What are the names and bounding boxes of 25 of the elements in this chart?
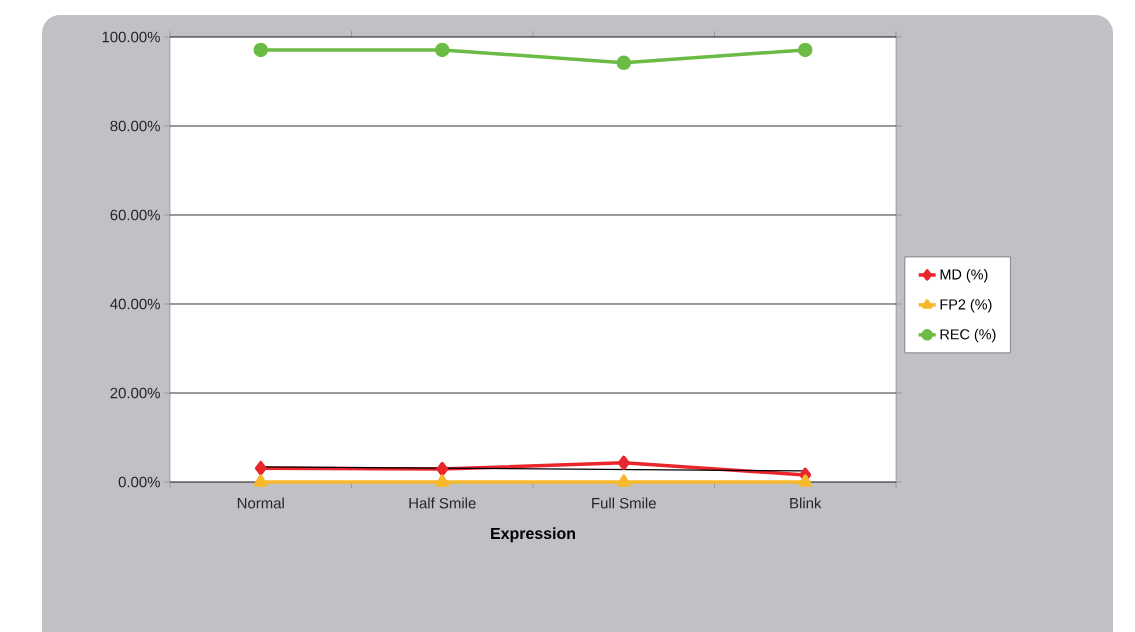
point xyxy=(616,474,631,487)
legend-label: FP2 (%) xyxy=(940,298,992,313)
point xyxy=(254,460,267,476)
point xyxy=(435,42,450,58)
y-tick-label: 80.00% xyxy=(110,120,160,132)
x-tick-label: Full Smile xyxy=(592,497,656,509)
point xyxy=(436,461,449,477)
x-tick-label: Blink xyxy=(790,497,822,509)
point xyxy=(798,42,813,58)
legend-label: MD (%) xyxy=(940,268,988,283)
point xyxy=(617,455,630,471)
point xyxy=(253,42,268,58)
x-tick-label: Half Smile xyxy=(409,497,476,509)
point xyxy=(616,55,631,71)
x-tick-label: Normal xyxy=(237,497,284,509)
y-tick-label: 20.00% xyxy=(110,387,160,399)
point xyxy=(435,474,450,487)
y-tick-label: 100.00% xyxy=(102,31,160,43)
x-axis-title: Expression xyxy=(491,527,575,543)
legend-label: REC (%) xyxy=(940,328,996,343)
point xyxy=(798,474,813,487)
y-tick-label: 40.00% xyxy=(110,298,160,310)
point xyxy=(253,474,268,487)
y-tick-label: 0.00% xyxy=(118,476,160,488)
y-tick-label: 60.00% xyxy=(110,209,160,221)
